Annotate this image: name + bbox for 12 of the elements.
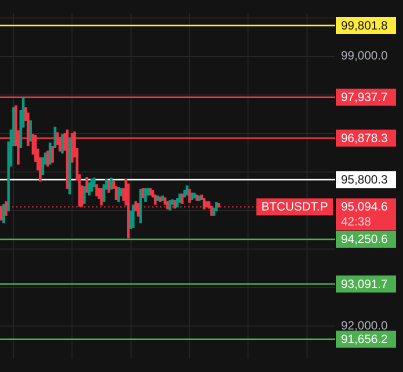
ref-line-label: 95,800.3 — [341, 172, 388, 186]
ref-line-label: 94,250.6 — [341, 232, 388, 246]
ref-line-label: 97,937.7 — [341, 90, 388, 104]
ref-line-label: 93,091.7 — [341, 276, 388, 291]
y-tick-label: 92,000.0 — [341, 318, 388, 332]
annotation: BTCUSDT.P — [261, 200, 328, 214]
y-tick-label: 99,000.0 — [341, 48, 388, 63]
text: 42:38 — [341, 214, 372, 229]
ref-line-label: 95,094.6 — [341, 200, 388, 214]
ref-line-label: 99,801.8 — [341, 18, 388, 32]
ref-line-label: 91,656.2 — [341, 332, 388, 346]
ref-line-label: 96,878.3 — [341, 130, 388, 145]
